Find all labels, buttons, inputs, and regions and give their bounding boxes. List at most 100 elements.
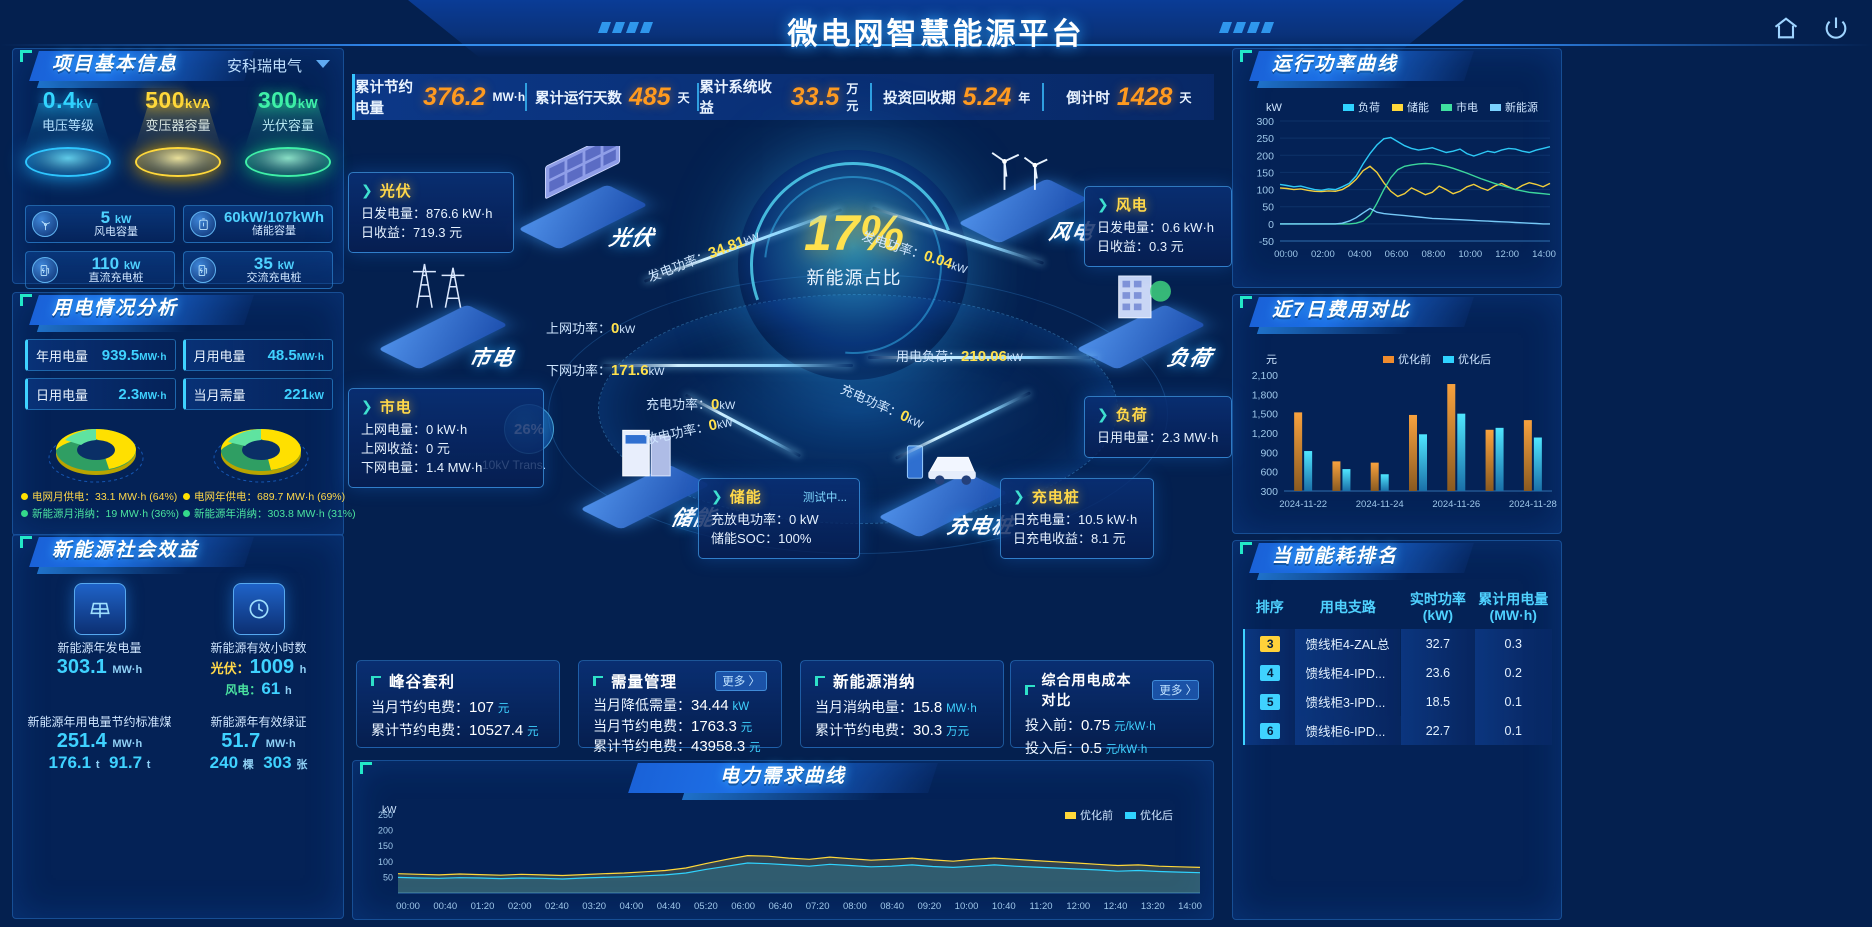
gauge-value: 500 [145, 87, 186, 113]
power-icon[interactable] [1822, 14, 1850, 42]
node-pv[interactable]: 光伏 [508, 144, 658, 250]
flow-load: 用电负荷：210.06kW [896, 348, 1023, 365]
rank-cell: 5 [1242, 687, 1296, 717]
panel-title: 新能源社会效益 [52, 540, 200, 561]
social-item: 新能源年发电量 303.1 MW·h [23, 583, 176, 699]
legend-item: 电网月供电：33.1 MW·h (64%) [21, 489, 179, 504]
info-card-wind: ❯ 风电 日发电量：0.6 kW·h 日收益：0.3 元 [1084, 186, 1232, 267]
social-unit: h [284, 685, 292, 697]
svg-text:2024-11-22: 2024-11-22 [1279, 499, 1327, 510]
power-cell: 32.7 [1401, 629, 1475, 659]
svg-text:06:00: 06:00 [731, 901, 755, 912]
arrow-icon: ❯ [361, 398, 373, 414]
card-marker-icon [815, 675, 826, 687]
gauge-label: 电压等级 [41, 118, 94, 133]
svg-text:09:20: 09:20 [917, 901, 941, 912]
panel-corner-icon [20, 50, 34, 64]
energy-cell: 0.1 [1474, 687, 1552, 717]
social-benefit-panel: 新能源社会效益 新能源年发电量 303.1 MW·h 新能源有效小时数 光伏：1… [12, 534, 344, 919]
kpi-label: 累计系统收益 [699, 80, 772, 117]
center-sphere [716, 128, 990, 402]
card-marker-icon [371, 675, 382, 687]
wind-turbine-icon [32, 211, 58, 237]
metric-value: 939.5 [101, 346, 140, 364]
node-ev-charger[interactable]: 充电桩 [868, 432, 1018, 538]
svg-text:02:40: 02:40 [545, 901, 569, 912]
capacity-label: 交流充电桩 [246, 272, 302, 285]
panel-corner-icon [1240, 296, 1254, 310]
svg-text:2024-11-26: 2024-11-26 [1432, 499, 1480, 510]
svg-text:04:40: 04:40 [657, 901, 681, 912]
chevron-down-icon[interactable] [316, 60, 330, 68]
svg-text:03:20: 03:20 [582, 901, 606, 912]
col-rank: 排序 [1255, 599, 1284, 616]
kpi-item: 累计节约电量 376.2 MW·h [355, 80, 528, 117]
kpi-item: 累计运行天数 485 天 [527, 83, 700, 111]
power-cell: 18.5 [1401, 687, 1475, 717]
social-unit: h [299, 664, 307, 676]
capacity-value: 110 [91, 254, 120, 274]
demand-curve-panel: 电力需求曲线 优化前 优化后 kW 50 100 150 200 250 00:00 00:4… [352, 760, 1214, 920]
social-value: 61 [261, 679, 281, 698]
branch-cell: 馈线柜4-ZAL总 [1295, 629, 1402, 659]
card-title: 需量管理 [611, 674, 678, 691]
node-wind[interactable]: 风电 [948, 138, 1098, 244]
table-row[interactable]: 6 馈线柜6-IPD... 22.7 0.1 [1242, 716, 1552, 746]
arrow-icon: ❯ [1097, 196, 1109, 212]
arrow-icon: ❯ [711, 488, 723, 504]
home-icon[interactable] [1772, 14, 1800, 42]
svg-text:-50: -50 [1259, 236, 1274, 248]
table-row[interactable]: 5 馈线柜3-IPD... 18.5 0.1 [1242, 687, 1552, 717]
more-button[interactable]: 更多 〉 [715, 671, 767, 691]
usage-analysis-panel: 用电情况分析 年用电量 939.5MW·h 月用电量 48.5MW·h 日用电量… [12, 292, 356, 536]
arrow-icon: ❯ [361, 182, 373, 198]
kpi-value: 33.5 [790, 82, 840, 111]
table-row[interactable]: 3 馈线柜4-ZAL总 32.7 0.3 [1242, 629, 1552, 659]
social-label: 新能源年有效绿证 [210, 715, 307, 729]
svg-text:02:00: 02:00 [1311, 249, 1335, 260]
panel-corner-icon [1240, 542, 1254, 556]
flow-grid-import: 下网功率：171.6kW [546, 362, 665, 379]
social-value: 176.1 [48, 753, 92, 772]
svg-text:150: 150 [1256, 167, 1274, 179]
info-card-storage: ❯ 储能 测试中... 充放电功率：0 kW 储能SOC：100% [698, 478, 860, 559]
social-unit: MW·h [265, 738, 296, 750]
gauge-pv: 300kW 光伏容量 [233, 87, 343, 197]
svg-text:900: 900 [1260, 447, 1278, 459]
fee-chart-legend: 优化前 优化后 [1383, 351, 1491, 367]
table-row[interactable]: 4 馈线柜4-IPD... 23.6 0.2 [1242, 658, 1552, 688]
social-unit: t [146, 759, 151, 771]
legend-item: 新能源年消纳：303.8 MW·h (31%) [183, 506, 356, 521]
node-storage[interactable]: 储能 [570, 424, 720, 530]
kpi-unit: 万元 [846, 82, 859, 113]
svg-text:50: 50 [383, 872, 393, 882]
social-label: 新能源年用电量节约标准煤 [27, 715, 172, 729]
rank-cell: 6 [1242, 716, 1296, 746]
usage-metric: 年用电量 939.5MW·h [25, 339, 176, 371]
energy-cell: 0.3 [1474, 629, 1552, 659]
storage-note: 测试中... [802, 491, 847, 504]
kpi-label: 累计节约电量 [355, 80, 413, 117]
kpi-unit: 天 [1179, 90, 1192, 105]
svg-text:300: 300 [1256, 116, 1274, 128]
capacity-value: 5 [100, 208, 111, 228]
company-name: 安科瑞电气 [226, 58, 302, 75]
node-load[interactable]: 负荷 [1066, 264, 1216, 370]
social-unit: MW·h [112, 738, 143, 750]
svg-text:2024-11-24: 2024-11-24 [1356, 499, 1404, 510]
node-label: 光伏 [607, 227, 657, 250]
node-grid[interactable]: 市电 [368, 263, 518, 370]
svg-text:300: 300 [1260, 486, 1278, 498]
svg-text:11:20: 11:20 [1030, 901, 1053, 912]
power-cell: 23.6 [1401, 658, 1475, 688]
metric-unit: MW·h [296, 351, 324, 363]
charger-icon [32, 257, 58, 283]
more-button[interactable]: 更多 〉 [1152, 680, 1199, 700]
svg-text:0: 0 [1268, 219, 1274, 231]
info-card-load: ❯ 负荷 日用电量：2.3 MW·h [1084, 396, 1232, 458]
social-unit: 棵 [242, 759, 254, 771]
svg-text:08:40: 08:40 [880, 901, 904, 912]
charger-icon [190, 257, 216, 283]
capacity-unit: kW [114, 214, 132, 227]
social-item: 新能源年用电量节约标准煤 251.4 MW·h 176.1 t 91.7 t [23, 713, 176, 773]
